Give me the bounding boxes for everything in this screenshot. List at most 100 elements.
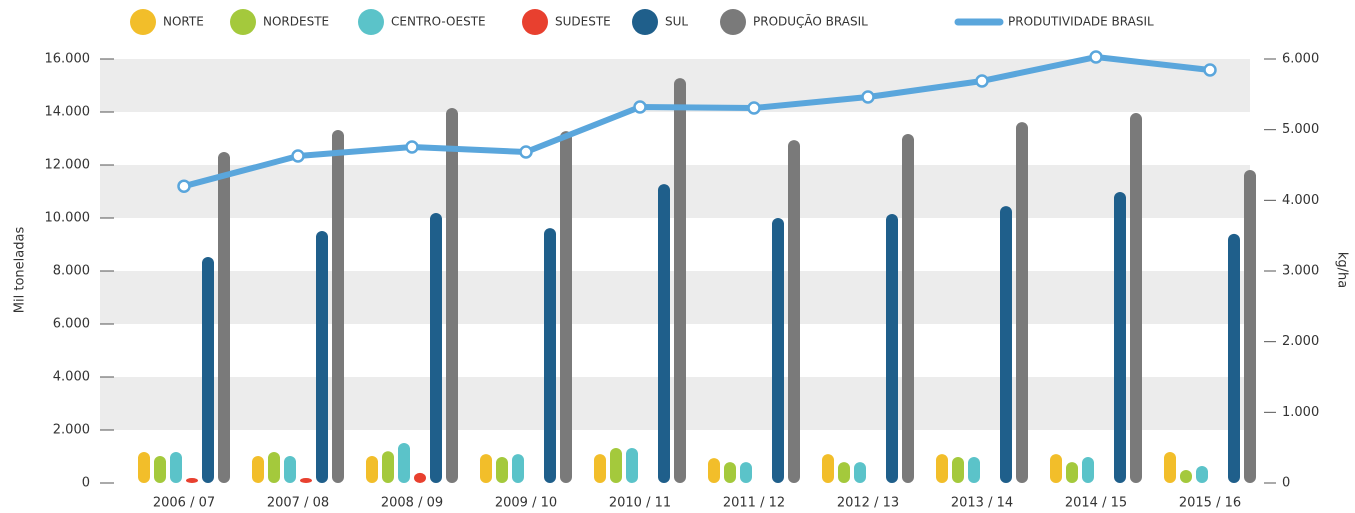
bar bbox=[1066, 462, 1078, 483]
x-tick-label: 2015 / 16 bbox=[1179, 496, 1241, 511]
y2-axis-label: kg/ha bbox=[1335, 252, 1350, 288]
line-marker bbox=[747, 101, 761, 115]
y-axis-label: Mil toneladas bbox=[13, 227, 28, 314]
bar bbox=[560, 131, 572, 483]
bar bbox=[496, 457, 508, 483]
bar bbox=[446, 108, 458, 484]
bar bbox=[1196, 466, 1208, 483]
bar bbox=[1114, 192, 1126, 483]
legend-swatch bbox=[230, 9, 256, 35]
bar bbox=[902, 133, 914, 483]
bar bbox=[838, 462, 850, 483]
bar bbox=[1016, 122, 1028, 483]
y2-tick-label: 3.000 bbox=[1282, 264, 1319, 279]
bar bbox=[138, 451, 150, 483]
bar bbox=[1164, 451, 1176, 483]
bar bbox=[1050, 454, 1062, 483]
y-tick-label: 14.000 bbox=[45, 105, 91, 120]
bar bbox=[724, 462, 736, 483]
bar bbox=[218, 152, 230, 483]
legend-swatch bbox=[720, 9, 746, 35]
bar bbox=[952, 457, 964, 483]
legend-swatch bbox=[632, 9, 658, 35]
y-tick-label: 8.000 bbox=[53, 264, 90, 279]
line-marker bbox=[405, 140, 419, 154]
bar bbox=[1244, 170, 1256, 483]
bar bbox=[1130, 113, 1142, 483]
bar bbox=[316, 230, 328, 483]
bar bbox=[414, 472, 426, 483]
bar bbox=[772, 218, 784, 483]
x-tick-label: 2012 / 13 bbox=[837, 496, 899, 511]
x-tick-label: 2006 / 07 bbox=[153, 496, 215, 511]
y-tick-label: 12.000 bbox=[45, 158, 91, 173]
bar bbox=[610, 448, 622, 483]
legend-label: NORDESTE bbox=[263, 15, 329, 29]
line-marker bbox=[975, 74, 989, 88]
line-marker bbox=[177, 179, 191, 193]
bar bbox=[202, 256, 214, 483]
bar bbox=[1180, 470, 1192, 483]
bar bbox=[366, 455, 378, 483]
bar bbox=[1000, 206, 1012, 483]
line-marker bbox=[1089, 50, 1103, 64]
bar bbox=[740, 462, 752, 483]
line-marker bbox=[633, 100, 647, 114]
bar bbox=[1228, 233, 1240, 483]
x-tick-label: 2008 / 09 bbox=[381, 496, 443, 511]
bar bbox=[1082, 457, 1094, 483]
bar bbox=[512, 454, 524, 483]
y2-tick-label: 5.000 bbox=[1282, 122, 1319, 137]
x-tick-label: 2013 / 14 bbox=[951, 496, 1013, 511]
y-tick-label: 16.000 bbox=[45, 52, 91, 67]
bar bbox=[480, 454, 492, 483]
bar bbox=[268, 451, 280, 483]
line-marker bbox=[1203, 63, 1217, 77]
x-tick-label: 2009 / 10 bbox=[495, 496, 557, 511]
bar bbox=[708, 458, 720, 483]
y-tick-label: 4.000 bbox=[53, 370, 90, 385]
bar bbox=[154, 455, 166, 483]
bar bbox=[300, 477, 312, 483]
x-tick-label: 2014 / 15 bbox=[1065, 496, 1127, 511]
y-tick-label: 10.000 bbox=[45, 211, 91, 226]
legend-swatch bbox=[522, 9, 548, 35]
bar bbox=[854, 462, 866, 483]
bar bbox=[886, 214, 898, 483]
bar bbox=[544, 228, 556, 483]
bar bbox=[186, 477, 198, 483]
x-tick-label: 2007 / 08 bbox=[267, 496, 329, 511]
y2-tick-label: 4.000 bbox=[1282, 193, 1319, 208]
y-tick-label: 6.000 bbox=[53, 317, 90, 332]
x-tick-label: 2010 / 11 bbox=[609, 496, 671, 511]
legend-label: CENTRO-OESTE bbox=[391, 15, 486, 29]
y-tick-label: 0 bbox=[82, 476, 90, 491]
legend-label: SUL bbox=[665, 15, 688, 29]
bar bbox=[252, 455, 264, 483]
line-marker bbox=[291, 149, 305, 163]
y2-tick-label: 2.000 bbox=[1282, 334, 1319, 349]
bar bbox=[674, 78, 686, 483]
y-tick-label: 2.000 bbox=[53, 423, 90, 438]
bar bbox=[382, 451, 394, 483]
line-marker bbox=[861, 90, 875, 104]
legend-label: SUDESTE bbox=[555, 15, 611, 29]
legend-label: NORTE bbox=[163, 15, 204, 29]
bar bbox=[284, 455, 296, 483]
bar bbox=[936, 454, 948, 483]
bar bbox=[658, 184, 670, 483]
bar bbox=[332, 130, 344, 483]
legend-label: PRODUTIVIDADE BRASIL bbox=[1008, 15, 1154, 29]
bar bbox=[398, 442, 410, 483]
bar bbox=[594, 454, 606, 483]
x-tick-label: 2011 / 12 bbox=[723, 496, 785, 511]
line bbox=[183, 54, 1211, 190]
bar bbox=[626, 448, 638, 483]
bar bbox=[822, 454, 834, 483]
legend-label: PRODUÇÃO BRASIL bbox=[753, 14, 868, 29]
y2-tick-label: 0 bbox=[1282, 476, 1290, 491]
bar bbox=[788, 140, 800, 483]
legend-swatch bbox=[358, 9, 384, 35]
bar bbox=[170, 451, 182, 483]
